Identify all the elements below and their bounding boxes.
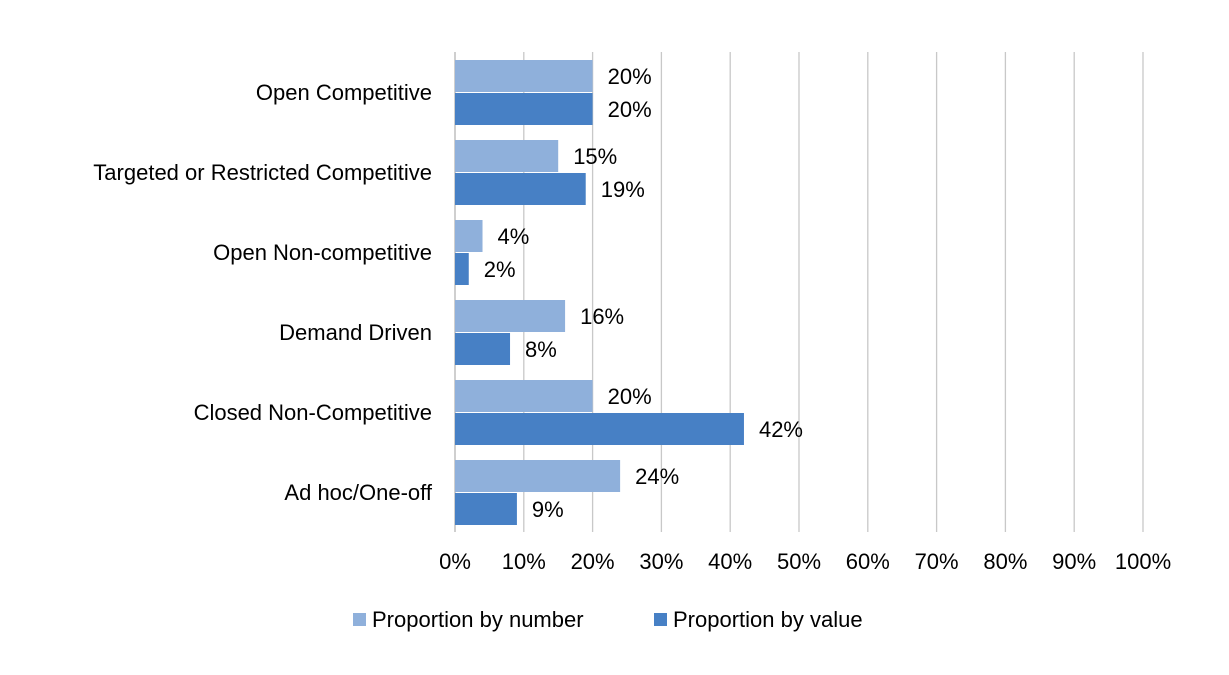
- x-tick-label: 80%: [983, 549, 1027, 574]
- x-tick-label: 90%: [1052, 549, 1096, 574]
- category-label: Closed Non-Competitive: [194, 400, 432, 425]
- category-label: Open Non-competitive: [213, 240, 432, 265]
- legend-label: Proportion by number: [372, 607, 584, 632]
- data-label: 9%: [532, 497, 564, 522]
- bar-value: [455, 253, 469, 285]
- bar-number: [455, 60, 593, 92]
- data-label: 16%: [580, 304, 624, 329]
- x-axis-ticks: 0% 10% 20% 30% 40% 50% 60% 70% 80% 90% 100%: [439, 549, 1171, 574]
- data-label: 4%: [498, 224, 530, 249]
- category-label: Ad hoc/One-off: [284, 480, 432, 505]
- data-label: 15%: [573, 144, 617, 169]
- legend: Proportion by number Proportion by value: [353, 607, 863, 632]
- bar-value: [455, 413, 744, 445]
- x-tick-label: 30%: [639, 549, 683, 574]
- data-label: 20%: [608, 384, 652, 409]
- bar-number: [455, 460, 621, 492]
- gridlines: [454, 52, 1144, 532]
- data-labels: 20% 20% 15% 19% 4% 2% 16% 8% 20% 42% 24% 9%: [484, 64, 803, 522]
- bar-number: [455, 300, 566, 332]
- bar-value: [455, 333, 511, 365]
- bar-value: [455, 173, 586, 205]
- category-label: Demand Driven: [279, 320, 432, 345]
- category-label: Targeted or Restricted Competitive: [93, 160, 432, 185]
- x-tick-label: 50%: [777, 549, 821, 574]
- bar-value: [455, 93, 593, 125]
- x-tick-label: 70%: [915, 549, 959, 574]
- x-tick-label: 60%: [846, 549, 890, 574]
- x-tick-label: 20%: [571, 549, 615, 574]
- bar-value: [455, 493, 517, 525]
- x-tick-label: 100%: [1115, 549, 1171, 574]
- data-label: 20%: [608, 64, 652, 89]
- bar-number: [455, 220, 483, 252]
- legend-label: Proportion by value: [673, 607, 863, 632]
- bars: [455, 60, 744, 525]
- x-tick-label: 40%: [708, 549, 752, 574]
- bar-number: [455, 140, 559, 172]
- data-label: 20%: [608, 97, 652, 122]
- legend-swatch: [353, 613, 366, 626]
- data-label: 2%: [484, 257, 516, 282]
- data-label: 24%: [635, 464, 679, 489]
- data-label: 42%: [759, 417, 803, 442]
- category-label: Open Competitive: [256, 80, 432, 105]
- x-tick-label: 0%: [439, 549, 471, 574]
- data-label: 8%: [525, 337, 557, 362]
- x-tick-label: 10%: [502, 549, 546, 574]
- category-labels: Open Competitive Targeted or Restricted C…: [93, 80, 433, 505]
- bar-number: [455, 380, 593, 412]
- data-label: 19%: [601, 177, 645, 202]
- legend-swatch: [654, 613, 667, 626]
